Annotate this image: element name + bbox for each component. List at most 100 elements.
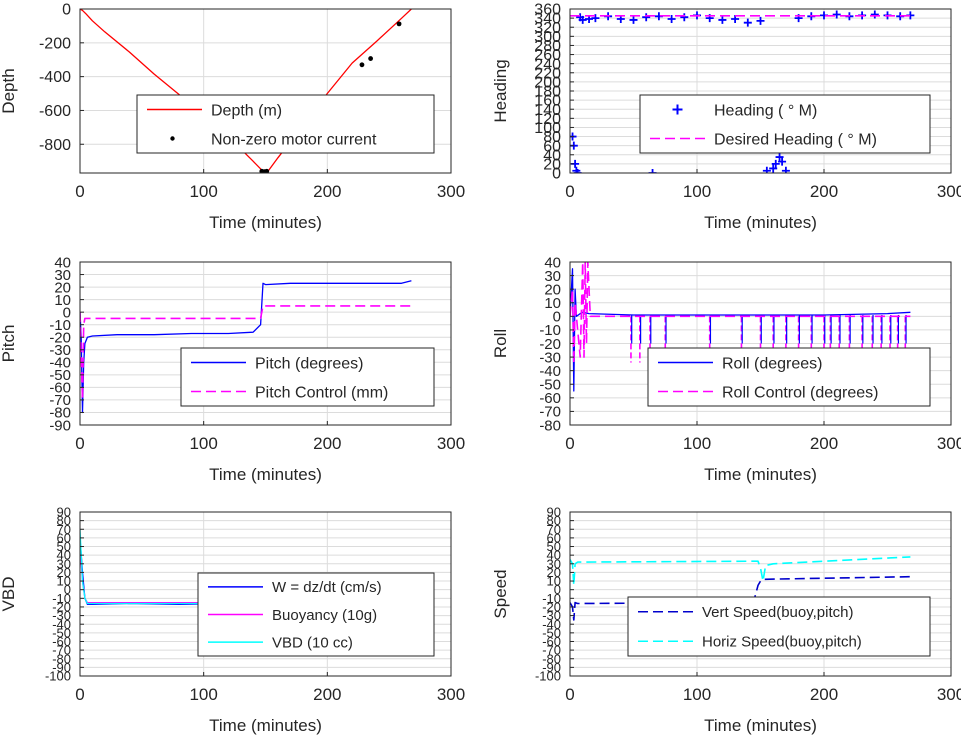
y-tick-label: -90 bbox=[542, 660, 561, 675]
x-tick-label: 300 bbox=[937, 182, 961, 201]
x-tick-label: 200 bbox=[313, 434, 341, 453]
chart-panel-1: 0 100 200 300 0 -200 -400 -600 -800 Time (minutes… bbox=[0, 2, 465, 232]
heading-point bbox=[775, 153, 784, 162]
x-tick-label: 300 bbox=[437, 685, 465, 704]
legend-box bbox=[180, 347, 435, 407]
y-tick-label: -40 bbox=[542, 617, 561, 632]
heading-point bbox=[667, 15, 676, 24]
y-tick-label: -30 bbox=[52, 608, 71, 623]
x-axis-label: Time (minutes) bbox=[704, 213, 817, 232]
y-tick-label: -600 bbox=[39, 103, 71, 120]
y-tick-label: -20 bbox=[542, 599, 561, 614]
heading-point bbox=[832, 10, 841, 19]
y-tick-label: 200 bbox=[534, 74, 561, 91]
heading-point bbox=[743, 18, 752, 27]
y-tick-label: -70 bbox=[52, 643, 71, 658]
x-tick-label: 200 bbox=[313, 182, 341, 201]
y-tick-label: 40 bbox=[57, 548, 71, 563]
y-tick-label: 30 bbox=[547, 556, 561, 571]
y-tick-label: 340 bbox=[534, 11, 561, 28]
heading-point bbox=[870, 10, 879, 19]
y-axis-label: Pitch bbox=[0, 325, 18, 363]
y-tick-label: -30 bbox=[542, 608, 561, 623]
y-tick-label: 40 bbox=[547, 548, 561, 563]
y-tick-label: 100 bbox=[534, 120, 561, 137]
legend-box bbox=[136, 94, 435, 154]
y-tick-label: 20 bbox=[543, 156, 561, 173]
legend: Depth (m) Non-zero motor current bbox=[136, 94, 435, 154]
heading-point bbox=[769, 164, 778, 173]
motor-current-point bbox=[359, 62, 365, 68]
x-tick-label: 200 bbox=[810, 182, 838, 201]
axes-box bbox=[79, 511, 452, 677]
y-tick-label: 50 bbox=[57, 539, 71, 554]
y-tick-label: 30 bbox=[54, 267, 71, 284]
legend-label: VBD (10 cc) bbox=[272, 635, 353, 652]
y-tick-label: 10 bbox=[544, 295, 561, 312]
y-tick-label: 320 bbox=[534, 20, 561, 37]
axes-box bbox=[79, 261, 452, 426]
y-tick-label: 160 bbox=[534, 93, 561, 110]
x-axis-label: Time (minutes) bbox=[704, 465, 817, 484]
legend-label: Horiz Speed(buoy,pitch) bbox=[702, 634, 862, 651]
x-tick-label: 0 bbox=[565, 685, 574, 704]
y-tick-label: -10 bbox=[539, 322, 561, 339]
heading-point bbox=[680, 13, 689, 22]
heading-point bbox=[756, 16, 765, 25]
y-tick-label: 50 bbox=[547, 539, 561, 554]
heading-point bbox=[629, 15, 638, 24]
y-tick-label: -80 bbox=[542, 651, 561, 666]
y-tick-label: -100 bbox=[45, 669, 71, 684]
x-tick-label: 0 bbox=[75, 434, 84, 453]
chart-panel-6: 0 100 200 3009080706050403020100-10-20-30-4… bbox=[491, 505, 961, 735]
y-tick-label: -70 bbox=[49, 392, 71, 409]
y-tick-label: 20 bbox=[547, 565, 561, 580]
y-tick-label: 180 bbox=[534, 84, 561, 101]
axes-box bbox=[569, 511, 952, 677]
x-tick-label: 0 bbox=[75, 182, 84, 201]
y-axis-label: Roll bbox=[491, 329, 510, 358]
y-tick-label: -40 bbox=[539, 363, 561, 380]
y-tick-label: 60 bbox=[543, 138, 561, 155]
heading-point bbox=[771, 159, 780, 168]
legend: Pitch (degrees) Pitch Control (mm) bbox=[180, 347, 435, 407]
x-tick-label: 300 bbox=[437, 182, 465, 201]
legend: Roll (degrees) Roll Control (degrees) bbox=[647, 347, 931, 407]
x-tick-label: 200 bbox=[810, 685, 838, 704]
y-tick-label: 80 bbox=[543, 129, 561, 146]
legend-label: Depth (m) bbox=[211, 102, 282, 119]
heading-point bbox=[642, 13, 651, 22]
series-group bbox=[570, 10, 915, 173]
y-tick-label: 260 bbox=[534, 47, 561, 64]
heading-point bbox=[572, 166, 581, 173]
y-tick-label: 10 bbox=[57, 574, 71, 589]
legend-swatch bbox=[170, 136, 175, 141]
y-axis-label: Heading bbox=[491, 59, 510, 122]
legend: Heading ( ° M) Desired Heading ( ° M) bbox=[639, 94, 931, 154]
y-tick-label: 0 bbox=[554, 582, 561, 597]
chart-panel-2: 0 100 200 300020406080100120140160180200220… bbox=[491, 2, 961, 232]
y-tick-label: -70 bbox=[542, 643, 561, 658]
y-tick-label: -10 bbox=[52, 591, 71, 606]
y-tick-label: 60 bbox=[547, 530, 561, 545]
y-tick-label: -60 bbox=[542, 634, 561, 649]
y-tick-label: -60 bbox=[49, 380, 71, 397]
y-tick-label: 120 bbox=[534, 111, 561, 128]
y-tick-label: 20 bbox=[544, 281, 561, 298]
legend: W = dz/dt (cm/s) Buoyancy (10g) VBD (10 cc… bbox=[197, 572, 435, 657]
y-tick-label: 60 bbox=[57, 530, 71, 545]
legend-label: Heading ( ° M) bbox=[714, 102, 817, 119]
y-tick-label: -20 bbox=[539, 336, 561, 353]
legend-label: Pitch (degrees) bbox=[255, 355, 364, 372]
y-tick-label: -800 bbox=[39, 137, 71, 154]
motor-current-point bbox=[396, 21, 402, 27]
x-tick-label: 100 bbox=[189, 685, 217, 704]
chart-panel-4: 0 100 200 300403020100-10-20-30-40-50-60-70… bbox=[491, 254, 961, 484]
y-tick-label: 20 bbox=[57, 565, 71, 580]
motor-current-point bbox=[264, 168, 270, 173]
y-tick-label: 360 bbox=[534, 2, 561, 19]
series-horiz-speed-buoy-pitch bbox=[570, 556, 911, 587]
y-tick-label: -70 bbox=[539, 404, 561, 421]
y-tick-label: -400 bbox=[39, 69, 71, 86]
